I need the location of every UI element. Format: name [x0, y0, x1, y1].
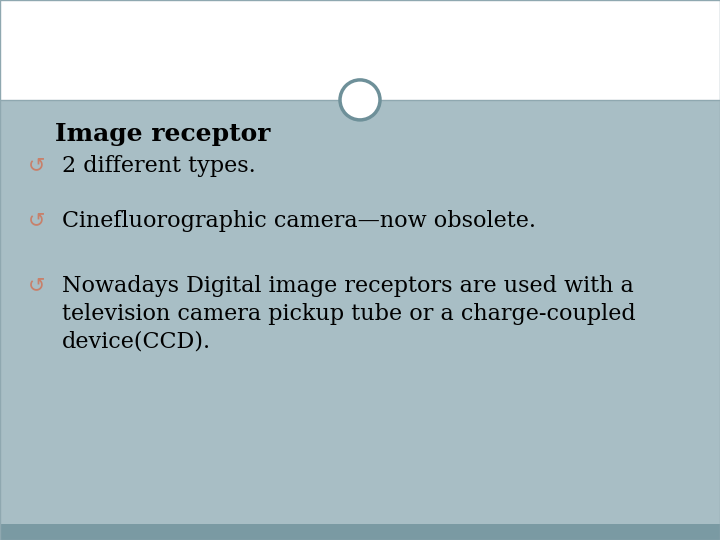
Text: 2 different types.: 2 different types. [62, 155, 256, 177]
Bar [0, 100, 720, 524]
Text: ↺: ↺ [28, 155, 45, 175]
Circle shape [340, 80, 380, 120]
Text: ↺: ↺ [28, 210, 45, 230]
Text: Cinefluorographic camera—now obsolete.: Cinefluorographic camera—now obsolete. [62, 210, 536, 232]
Bar [0, 524, 720, 540]
Text: ↺: ↺ [28, 275, 45, 295]
Text: Nowadays Digital image receptors are used with a
television camera pickup tube o: Nowadays Digital image receptors are use… [62, 275, 636, 353]
Text: Image receptor: Image receptor [55, 122, 271, 146]
Bar [0, 0, 720, 100]
